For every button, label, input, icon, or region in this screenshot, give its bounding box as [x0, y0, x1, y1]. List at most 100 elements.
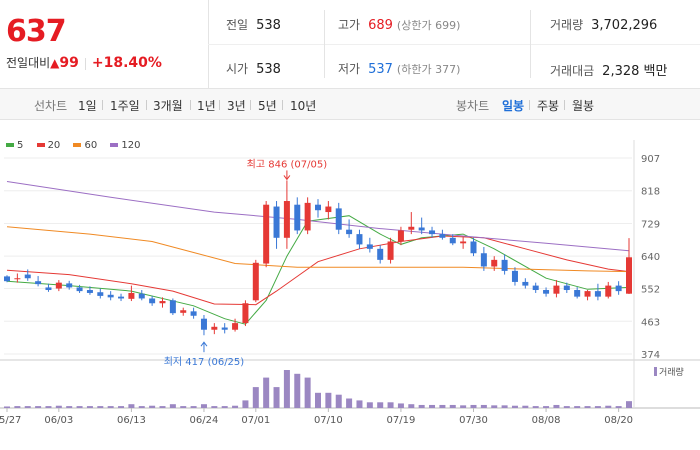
tab-5y[interactable]: 5년	[258, 99, 277, 113]
volume-bar	[97, 406, 104, 408]
volume-legend-swatch	[654, 367, 657, 376]
volume-bar	[574, 406, 581, 408]
tab-3y[interactable]: 3년	[227, 99, 246, 113]
volume-bar	[315, 392, 321, 408]
candle-body	[304, 202, 311, 231]
divider	[146, 100, 147, 110]
ma-legend: 5 20 60 120	[6, 140, 151, 151]
stat-low: 저가 537 (하한가 377)	[338, 62, 461, 77]
tab-3m[interactable]: 3개월	[153, 99, 183, 113]
tab-daily[interactable]: 일봉	[502, 99, 525, 113]
candle-body	[45, 287, 52, 291]
volume-legend-label: 거래량	[659, 366, 684, 378]
volume-bar	[35, 406, 42, 408]
legend-swatch	[36, 143, 45, 147]
volume-bar	[138, 406, 145, 408]
stat-prev-close: 전일 538	[226, 18, 281, 33]
volume-bar	[543, 406, 550, 408]
low-annotation: 최저 417 (06/25)	[164, 356, 245, 368]
tab-10y[interactable]: 10년	[290, 99, 317, 113]
divider	[219, 100, 220, 110]
chart-grid	[0, 140, 700, 412]
y-tick-label: 907	[641, 154, 660, 165]
candle-body	[460, 241, 467, 244]
x-tick-label: 06/13	[117, 415, 146, 426]
candle-body	[418, 227, 425, 231]
volume-bar	[128, 404, 135, 408]
volume-bar	[470, 404, 477, 408]
candle-body	[387, 241, 394, 260]
tab-monthly[interactable]: 월봉	[572, 99, 595, 113]
x-tick-label: 06/24	[190, 415, 219, 426]
candle-body	[491, 259, 498, 267]
candle-body	[532, 285, 539, 291]
candle-body	[429, 230, 436, 235]
change-value: 99	[59, 55, 79, 71]
candle-body	[346, 229, 353, 235]
candle-body	[232, 323, 239, 330]
stat-high: 고가 689 (상한가 699)	[338, 18, 461, 33]
volume-bar	[346, 398, 353, 408]
candlestick-chart: 907 818 729 640 552 463 374 05/27 06/03 06/13 06/2…	[0, 140, 700, 426]
candle-body	[325, 206, 332, 213]
candle-body	[480, 253, 487, 267]
candle-chart-label: 봉차트	[456, 99, 490, 113]
legend-ma20: 20	[36, 140, 60, 151]
candle-body	[128, 292, 135, 299]
volume-bar	[449, 404, 456, 408]
candle-body	[118, 296, 125, 299]
x-tick-label: 08/08	[532, 415, 561, 426]
legend-ma120: 120	[110, 140, 141, 151]
volume-bar	[66, 406, 73, 408]
candle-body	[283, 201, 290, 238]
volume-bar	[594, 406, 601, 408]
candle-body	[55, 282, 62, 289]
stat-volume: 거래량 3,702,296	[550, 18, 658, 33]
tab-1w[interactable]: 1주일	[110, 99, 140, 113]
volume-bar	[532, 406, 539, 408]
high-arrow-icon	[283, 175, 291, 181]
volume-bar	[605, 405, 612, 408]
volume-bar	[335, 394, 342, 408]
candle-body	[180, 310, 187, 313]
tab-weekly[interactable]: 주봉	[537, 99, 560, 113]
candle-body	[200, 318, 207, 330]
divider	[190, 100, 191, 110]
volume-bar	[563, 406, 570, 408]
stat-open: 시가 538	[226, 62, 281, 77]
volume-bar	[232, 405, 239, 408]
volume-bar	[501, 405, 508, 408]
candle-body	[138, 293, 145, 299]
volume-bar	[180, 406, 187, 408]
volume-bar	[190, 406, 197, 408]
candle-body	[553, 285, 560, 294]
volume-bar	[387, 402, 394, 408]
volume-bar	[200, 404, 207, 408]
candle-body	[294, 204, 301, 231]
candle-body	[501, 259, 508, 271]
candle-body	[149, 298, 156, 304]
y-tick-label: 552	[641, 285, 660, 296]
volume-bar	[107, 406, 114, 408]
volume-bar	[252, 387, 259, 408]
volume-bar	[263, 377, 270, 408]
legend-ma5: 5	[6, 140, 23, 151]
candle-body	[366, 244, 373, 249]
volume-bar	[584, 406, 591, 408]
candle-body	[97, 292, 104, 296]
stat-amount: 거래대금 2,328 백만	[550, 64, 668, 79]
volume-bar	[304, 377, 311, 408]
divider	[324, 10, 325, 78]
volume-bar	[24, 406, 31, 408]
volume-bar	[149, 405, 156, 408]
tab-1y[interactable]: 1년	[197, 99, 216, 113]
volume-bar	[511, 405, 518, 408]
tab-1d[interactable]: 1일	[78, 99, 97, 113]
volume-bar	[4, 406, 10, 408]
candle-body	[605, 285, 612, 297]
volume-bar	[159, 406, 166, 408]
legend-swatch	[110, 143, 119, 147]
candle-body	[615, 285, 622, 292]
y-tick-label: 729	[641, 219, 660, 230]
candle-body	[543, 290, 550, 294]
